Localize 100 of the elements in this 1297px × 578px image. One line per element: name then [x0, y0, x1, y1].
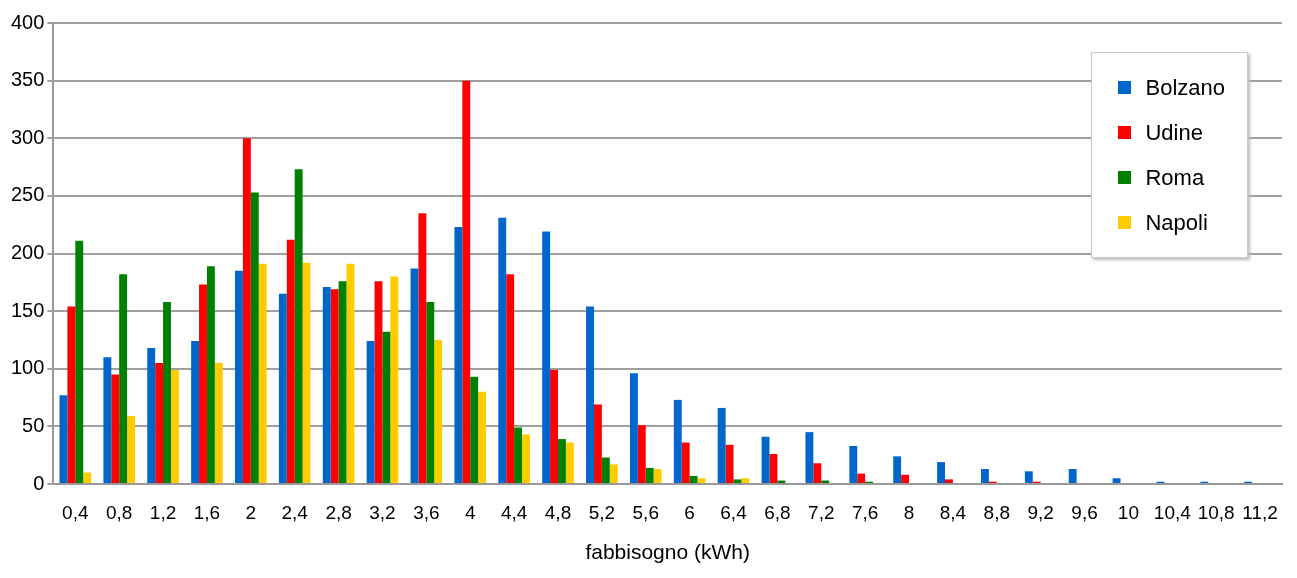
- bar: [849, 445, 858, 483]
- x-tick-label: 10,8: [1197, 501, 1235, 523]
- x-tick-label: 7,2: [808, 501, 835, 523]
- bar: [470, 376, 479, 483]
- x-tick-label: 5,6: [632, 501, 659, 523]
- x-tick-label: 5,2: [588, 501, 616, 523]
- bar: [557, 439, 566, 483]
- bar: [769, 454, 778, 483]
- x-tick-label: 2,8: [325, 501, 352, 523]
- bar: [242, 138, 251, 483]
- bar: [418, 213, 427, 483]
- bar: [593, 404, 602, 483]
- y-tick-label: 0: [33, 471, 45, 494]
- x-tick-label: 3,2: [369, 501, 396, 523]
- x-tick-label: 6,4: [720, 501, 748, 523]
- bar: [286, 239, 295, 483]
- x-tick-label: 2,4: [281, 501, 309, 523]
- bar: [147, 348, 156, 483]
- bar: [893, 456, 902, 483]
- x-tick-label: 8: [903, 501, 915, 523]
- legend-label: Napoli: [1145, 209, 1208, 236]
- bar: [390, 276, 399, 483]
- legend-label: Udine: [1145, 119, 1203, 146]
- bar: [629, 373, 638, 483]
- legend-label: Bolzano: [1145, 74, 1225, 101]
- bar: [945, 479, 953, 483]
- x-tick-label: 1,6: [193, 501, 221, 523]
- bar: [434, 339, 443, 483]
- bar: [565, 442, 574, 483]
- bar: [805, 432, 814, 483]
- x-tick-label: 8,4: [939, 501, 967, 523]
- y-tick-label: 150: [10, 298, 45, 321]
- x-tick-label: 4,8: [544, 501, 572, 523]
- x-tick-label: 6: [684, 501, 695, 523]
- bar: [278, 293, 287, 483]
- bar: [857, 473, 866, 483]
- bar: [294, 169, 303, 483]
- bar: [366, 341, 375, 483]
- bar: [689, 475, 698, 483]
- bar: [127, 416, 135, 483]
- y-tick-label: 350: [10, 68, 45, 91]
- bar: [733, 479, 742, 483]
- x-axis-title: fabbisogno (kWh): [585, 540, 750, 564]
- bar: [462, 80, 471, 483]
- bar: [813, 463, 822, 483]
- x-tick-label: 9,6: [1071, 501, 1098, 523]
- bar: [901, 474, 910, 483]
- x-tick-label: 0,4: [62, 501, 89, 523]
- y-tick-label: 200: [10, 241, 45, 264]
- bar: [725, 444, 734, 483]
- bar: [1112, 478, 1121, 483]
- x-tick-label: 3,6: [413, 501, 440, 523]
- bar: [717, 407, 726, 483]
- bar: [75, 240, 84, 483]
- x-tick-label: 8,8: [983, 501, 1010, 523]
- legend-label: Roma: [1145, 164, 1205, 191]
- bar: [586, 306, 594, 483]
- bar: [426, 301, 435, 483]
- bar: [1068, 469, 1077, 483]
- bar: [250, 192, 259, 483]
- bar: [83, 472, 92, 483]
- bar: [199, 284, 207, 483]
- x-tick-label: 6,8: [764, 501, 791, 523]
- x-tick-label: 4,4: [500, 501, 528, 523]
- bar: [206, 266, 215, 483]
- y-tick-label: 50: [22, 413, 45, 436]
- bar: [235, 270, 243, 483]
- x-tick-label: 1,2: [149, 501, 177, 523]
- x-tick-label: 11,2: [1242, 501, 1278, 523]
- bar: [1024, 471, 1033, 483]
- bar: [673, 399, 682, 483]
- bar: [681, 442, 690, 483]
- bar: [119, 274, 128, 483]
- y-tick-label: 100: [10, 356, 45, 379]
- bar: [522, 434, 530, 483]
- x-tick-label: 4: [464, 501, 476, 523]
- bar: [550, 369, 558, 483]
- x-tick-label: 9,2: [1027, 501, 1054, 523]
- x-tick-label: 2: [245, 501, 257, 523]
- y-tick-label: 250: [10, 183, 45, 206]
- bar: [542, 231, 551, 483]
- bar: [653, 469, 662, 483]
- bar: [346, 263, 355, 483]
- bar: [302, 262, 311, 483]
- x-tick-label: 7,6: [851, 501, 879, 523]
- bar: [163, 301, 171, 483]
- bar: [382, 331, 391, 483]
- bar: [741, 478, 750, 483]
- bar: [258, 263, 267, 483]
- bar: [322, 286, 331, 483]
- bar: [67, 306, 76, 483]
- bar: [454, 226, 463, 483]
- bar: [498, 217, 507, 483]
- x-tick-label: 10,4: [1153, 501, 1192, 523]
- bar: [214, 362, 223, 483]
- y-tick-label: 400: [10, 10, 45, 33]
- bar: [637, 425, 646, 483]
- bar: [937, 462, 945, 483]
- bar: [191, 341, 200, 483]
- x-tick-label: 10: [1117, 501, 1139, 523]
